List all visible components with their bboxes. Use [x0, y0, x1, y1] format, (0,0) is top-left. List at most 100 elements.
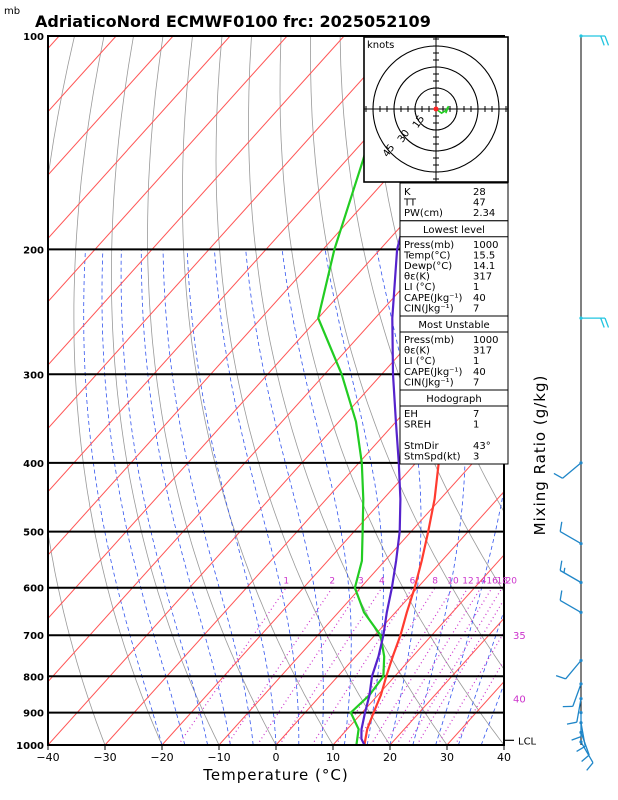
wind-barb-station	[579, 542, 583, 546]
mixing-ratio-line	[437, 631, 504, 745]
index-value: 3	[473, 451, 479, 462]
dry-adiabat-line	[606, 36, 618, 745]
indices-panel: 28 TT 47 PW(cm) 2.34 K Lowest level Press(mb) 10…	[399, 182, 509, 465]
mixing-ratio-line	[278, 587, 383, 745]
moist-adiabat-line	[503, 743, 504, 745]
isotherm-line	[48, 36, 345, 366]
temperature-tick-label: −30	[93, 751, 116, 764]
mixing-ratio-label: 6	[410, 577, 416, 587]
wind-barb-shaft	[559, 569, 582, 584]
isotherm-line	[48, 237, 504, 745]
wind-barb-feather	[571, 735, 582, 741]
mixing-ratio-line	[311, 587, 414, 745]
mixing-ratio-label: 14	[475, 577, 487, 587]
index-value: 7	[473, 377, 479, 388]
index-label: θε(K)	[404, 272, 430, 283]
index-value: 317	[473, 346, 492, 357]
y-axis-title: Mixing Ratio (g/kg)	[531, 375, 549, 536]
pressure-tick-label: 400	[23, 459, 44, 470]
chart-title: AdriaticoNord ECMWF0100 frc: 2025052109	[35, 12, 431, 31]
wind-barb-station	[579, 34, 583, 38]
pressure-tick-label: 300	[23, 370, 44, 381]
dry-adiabat-line	[339, 36, 504, 593]
temperature-tick-label: 20	[383, 751, 397, 764]
index-value: 43°	[473, 441, 491, 452]
wind-barbs	[553, 34, 610, 771]
index-value: 40	[473, 293, 486, 304]
wind-barb-station	[579, 682, 583, 686]
pressure-tick-label: 700	[23, 631, 44, 642]
isotherm-line	[275, 490, 504, 745]
isotherm-line	[332, 554, 504, 745]
isotherm-line	[561, 36, 618, 745]
dry-adiabat-line	[48, 36, 106, 745]
mixing-ratio-label: 8	[432, 577, 438, 587]
indices-section-title: Lowest level	[423, 225, 485, 236]
index-label: Temp(°C)	[403, 250, 451, 261]
wind-barb-station	[579, 316, 583, 320]
wind-barb-shaft	[559, 599, 582, 613]
index-label: LI (°C)	[404, 282, 436, 293]
dry-adiabat-line	[310, 36, 504, 670]
index-value: 15.5	[473, 250, 495, 261]
hodograph-unit-label: knots	[367, 40, 394, 51]
isotherm-line	[48, 36, 231, 240]
isotherm-line	[48, 174, 504, 683]
dry-adiabat-line	[215, 36, 391, 745]
index-value: 47	[473, 198, 486, 209]
index-label: CIN(Jkg⁻¹)	[404, 377, 454, 388]
right-scale-label: 40	[513, 695, 526, 706]
indices-most_unstable-box	[399, 315, 509, 391]
wind-barb-shaft	[565, 660, 582, 680]
right-side-labels: 35 40 LCL	[504, 631, 537, 747]
index-value: 40	[473, 367, 486, 378]
index-value: 1000	[473, 335, 498, 346]
dry-adiabat-line	[73, 36, 163, 745]
wind-barb-feather	[559, 521, 563, 532]
moist-adiabat-line	[186, 249, 277, 745]
index-label: PW(cm)	[404, 208, 443, 219]
pressure-tick-label: 200	[23, 245, 44, 256]
wind-barb-station	[579, 697, 583, 701]
parcel-profile	[360, 91, 438, 745]
mixing-ratio-label: 2	[329, 577, 335, 587]
temperature-tick-label: −40	[36, 751, 59, 764]
index-label: K	[404, 187, 411, 198]
wind-barb-feather	[581, 754, 590, 762]
temperature-tick-label: 10	[326, 751, 340, 764]
pressure-tick-label: 1000	[16, 741, 44, 752]
mixing-ratio-label: 4	[379, 577, 385, 587]
wind-barb-feather	[600, 317, 605, 328]
indices-section-title: Hodograph	[426, 394, 481, 405]
wind-barb-station	[579, 658, 583, 663]
dry-adiabat-line	[147, 36, 277, 745]
wind-barb-feather	[600, 35, 605, 46]
hodograph-wind-trace	[435, 105, 450, 115]
indices-section-title: Most Unstable	[418, 320, 489, 331]
index-label: StmSpd(kt)	[404, 451, 461, 462]
moist-adiabat-line	[376, 249, 422, 745]
isotherm-line	[48, 36, 288, 303]
wind-barb-shaft	[572, 683, 582, 707]
wind-barb-feather	[553, 472, 563, 479]
dry-adiabat-line	[576, 36, 618, 745]
wind-barb-feather	[555, 674, 566, 680]
dry-adiabat-line	[547, 36, 618, 745]
index-label: CIN(Jkg⁻¹)	[404, 303, 454, 314]
wind-barb-station	[579, 730, 583, 735]
index-label: SREH	[404, 420, 431, 431]
wind-barb-shaft	[559, 531, 582, 545]
temperature-tick-label: 30	[440, 751, 454, 764]
mixing-ratio-line	[416, 598, 504, 745]
index-label: Press(mb)	[404, 335, 454, 346]
wind-barb-station	[579, 580, 583, 585]
wind-barb-shaft	[576, 698, 582, 723]
isotherm-line	[218, 427, 504, 745]
isotherm-line	[48, 36, 402, 430]
unit-mb-label: mb	[4, 6, 20, 17]
index-value: 28	[473, 187, 486, 198]
index-label: EH	[404, 409, 418, 420]
wind-barb-station	[579, 721, 583, 725]
